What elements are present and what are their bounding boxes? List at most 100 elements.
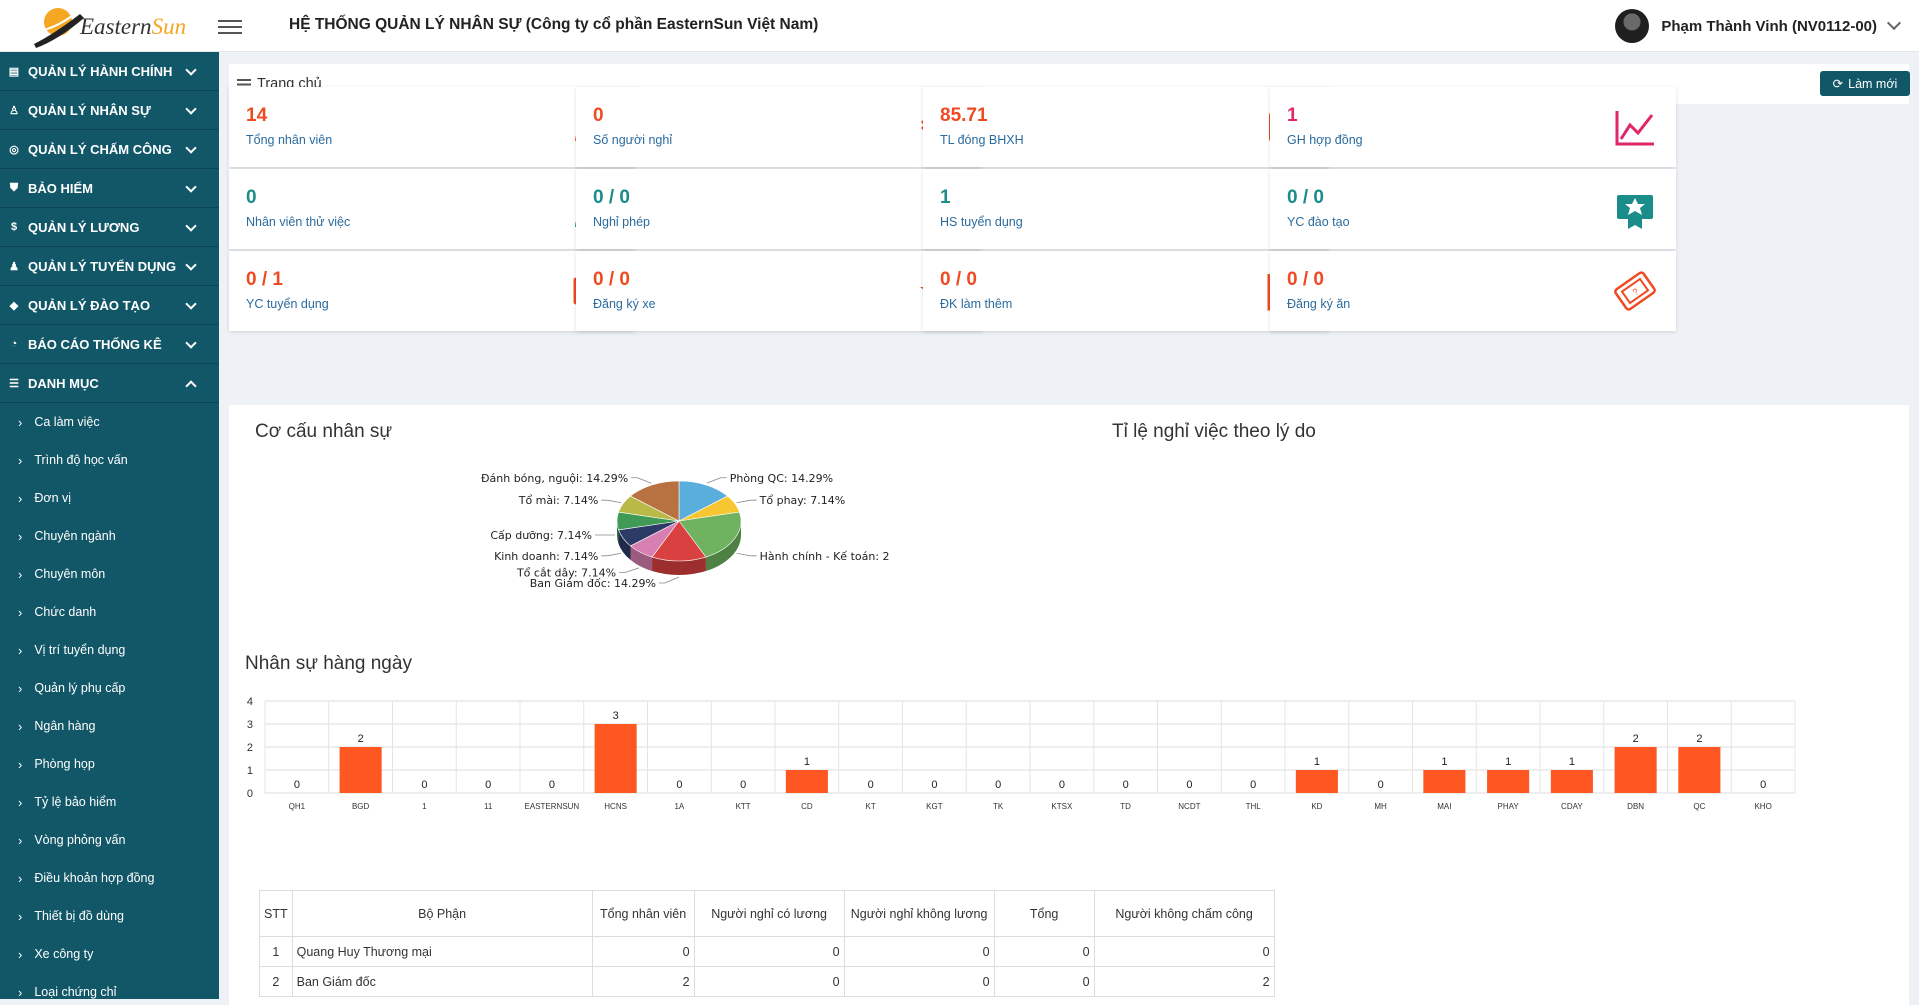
sidebar-menu-4[interactable]: $ QUẢN LÝ LƯƠNG [0, 208, 219, 247]
bar-value-label: 0 [995, 779, 1001, 791]
sidebar-subitem[interactable]: › Chuyên môn [0, 555, 219, 593]
chevron-right-icon: › [18, 680, 23, 696]
chevron-right-icon: › [18, 414, 23, 430]
x-tick-label: EASTERNSUN [525, 802, 580, 811]
column-header[interactable]: Bộ Phận [291, 890, 593, 937]
table-cell: 0 [843, 936, 995, 967]
stat-card[interactable]: 0 / 1 YC tuyển dụng [229, 251, 635, 331]
pie-label-line [658, 576, 680, 584]
refresh-button[interactable]: ⟳ Làm mới [1820, 71, 1910, 96]
x-tick-label: 11 [484, 802, 493, 811]
table-row[interactable]: 1 Quang Huy Thương mại 0 0 0 0 0 [259, 936, 1275, 967]
pie-label-line [631, 477, 652, 484]
sidebar-subitem[interactable]: › Ca làm việc [0, 403, 219, 441]
column-header[interactable]: Tổng nhân viên [591, 890, 695, 937]
x-tick-label: NCDT [1178, 802, 1200, 811]
id-card-icon: ▤ [8, 65, 20, 78]
ticket-icon: ? [1614, 271, 1656, 311]
menu-toggle-icon[interactable] [218, 20, 242, 34]
sidebar-subitem[interactable]: › Chuyên ngành [0, 517, 219, 555]
x-tick-label: CDAY [1561, 802, 1583, 811]
sidebar-menu-1[interactable]: ♙ QUẢN LÝ NHÂN SỰ [0, 91, 219, 130]
chevron-down-icon [185, 298, 197, 310]
bar-value-label: 0 [294, 779, 300, 791]
pie-slice[interactable] [651, 520, 707, 562]
stat-card[interactable]: 85.71 TL đóng BHXH [923, 87, 1329, 167]
stat-card[interactable]: 1 HS tuyển dụng [923, 169, 1329, 249]
stat-card[interactable]: 0 Nhân viên thử việc [229, 169, 635, 249]
pie-slice[interactable] [678, 511, 742, 558]
stat-value: 0 [246, 187, 257, 208]
brand-name: EasternSun [80, 14, 187, 39]
sidebar-subitem[interactable]: › Phòng họp [0, 745, 219, 783]
sidebar-subitem[interactable]: › Thiết bị đồ dùng [0, 897, 219, 935]
y-tick-label: 3 [247, 719, 253, 731]
pie-chart-title: Cơ cấu nhân sự [255, 421, 393, 442]
stat-card[interactable]: 0 / 0 ĐK làm thêm [923, 251, 1329, 331]
stat-card[interactable]: 0 / 0 Đăng ký ăn? [1270, 251, 1676, 331]
bar [1550, 770, 1593, 793]
sidebar-menu-2[interactable]: ◎ QUẢN LÝ CHẤM CÔNG [0, 130, 219, 169]
chevron-right-icon: › [18, 566, 23, 582]
sidebar-subitem[interactable]: › Vị trí tuyển dụng [0, 631, 219, 669]
sidebar-subitem[interactable]: › Tỷ lệ bảo hiểm [0, 783, 219, 821]
stat-card[interactable]: 0 / 0 YC đào tạo [1270, 169, 1676, 249]
stat-label: ĐK làm thêm [940, 297, 1013, 311]
column-header[interactable]: Người nghỉ không lương [843, 890, 995, 937]
sidebar-subitem-label: Tỷ lệ bảo hiểm [34, 795, 117, 809]
avatar [1615, 9, 1650, 43]
stat-card[interactable]: 1 GH hợp đồng [1270, 87, 1676, 167]
bar-value-label: 0 [485, 779, 491, 791]
sidebar-subitem[interactable]: › Xe công ty [0, 935, 219, 973]
bar-value-label: 0 [1378, 779, 1384, 791]
table-cell: Quang Huy Thương mại [291, 936, 593, 967]
sidebar-menu-0[interactable]: ▤ QUẢN LÝ HÀNH CHÍNH [0, 52, 219, 91]
sidebar-menu-label: DANH MỤC [28, 375, 99, 391]
stat-card[interactable]: 14 Tổng nhân viên [229, 87, 635, 167]
svg-text:?: ? [1631, 286, 1641, 297]
stat-card[interactable]: 0 / 0 Đăng ký xe [576, 251, 982, 331]
sidebar-subitem[interactable]: › Vòng phỏng vấn [0, 821, 219, 859]
sidebar-subitem[interactable]: › Chức danh [0, 593, 219, 631]
pie-slice-label: Tổ mài: 7.14% [518, 494, 599, 507]
stat-label: Số người nghỉ [593, 133, 673, 147]
sidebar-subitem[interactable]: › Loại chứng chỉ [0, 973, 219, 1000]
sidebar-menu-3[interactable]: ⛊ BẢO HIỂM [0, 169, 219, 208]
table-row[interactable]: 2 Ban Giám đốc 2 0 0 0 2 [259, 966, 1275, 997]
stat-card[interactable]: 0 Số người nghỉ [576, 87, 982, 167]
sidebar-menu-7[interactable]: ◔ BÁO CÁO THỐNG KÊ [0, 325, 219, 364]
column-header[interactable]: Tổng [993, 890, 1095, 937]
pie-slice-side [705, 521, 741, 572]
reason-chart-title: Tỉ lệ nghỉ việc theo lý do [1112, 421, 1316, 442]
pie-label-line [736, 552, 757, 557]
stat-value: 0 [593, 105, 604, 126]
column-header[interactable]: Người nghỉ có lương [693, 890, 845, 937]
sidebar-subitem[interactable]: › Đơn vị [0, 479, 219, 517]
sidebar-subitem[interactable]: › Quản lý phụ cấp [0, 669, 219, 707]
pie-chart-icon: ◔ [10, 338, 18, 350]
chevron-right-icon: › [18, 984, 23, 1000]
chevron-right-icon: › [18, 490, 23, 506]
sidebar-menu-8[interactable]: ☰ DANH MỤC [0, 364, 219, 403]
sidebar-subitem[interactable]: › Ngân hàng [0, 707, 219, 745]
user-menu[interactable]: Phạm Thành Vinh (NV0112-00) [1615, 8, 1902, 44]
bar-value-label: 0 [676, 779, 682, 791]
pie-slice[interactable] [678, 480, 729, 522]
table-cell: 0 [993, 936, 1095, 967]
sidebar-subitem[interactable]: › Trình độ học vấn [0, 441, 219, 479]
bar-value-label: 2 [1696, 733, 1702, 745]
pie-label-line [601, 499, 622, 504]
bar-value-label: 0 [868, 779, 874, 791]
column-header[interactable]: Người không chấm công [1093, 890, 1275, 937]
sidebar-menu-6[interactable]: ◆ QUẢN LÝ ĐÀO TẠO [0, 286, 219, 325]
chevron-down-icon [185, 220, 197, 232]
stat-card[interactable]: 0 / 0 Nghỉ phép [576, 169, 982, 249]
column-header[interactable]: STT [259, 890, 293, 937]
x-tick-label: KD [1311, 802, 1322, 811]
sidebar-subitem[interactable]: › Điều khoản hợp đồng [0, 859, 219, 897]
pie-slice[interactable] [629, 480, 680, 522]
x-tick-label: DBN [1627, 802, 1644, 811]
sidebar-menu-5[interactable]: ♟ QUẢN LÝ TUYỂN DỤNG [0, 247, 219, 286]
app-header: EasternSun HỆ THỐNG QUẢN LÝ NHÂN SỰ (Côn… [0, 0, 1919, 52]
brand-logo[interactable]: EasternSun [28, 4, 204, 48]
